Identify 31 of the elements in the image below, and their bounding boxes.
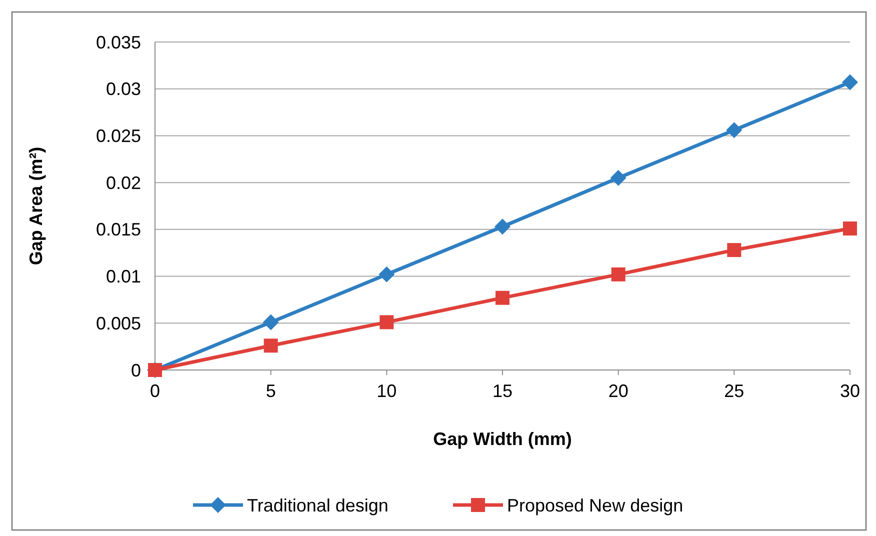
y-axis-title: Gap Area (m²) — [26, 146, 46, 266]
point — [262, 314, 279, 330]
y-tick-label: 0.005 — [96, 313, 141, 334]
x-tick-label: 15 — [492, 381, 513, 401]
point — [611, 267, 626, 282]
point — [726, 122, 742, 138]
point — [494, 218, 510, 235]
x-tick-label: 20 — [608, 381, 628, 401]
y-tick-label: 0.01 — [106, 266, 141, 287]
y-tick-label: 0.025 — [96, 126, 141, 146]
point — [496, 290, 510, 305]
legend-label: Traditional design — [247, 495, 388, 516]
y-tick-label: 0.03 — [106, 79, 141, 100]
point — [843, 221, 857, 236]
x-tick-label: 5 — [266, 381, 276, 401]
point — [380, 315, 394, 330]
y-tick-label: 0.035 — [96, 32, 141, 52]
x-tick-label: 25 — [724, 381, 744, 401]
point — [610, 170, 626, 186]
x-tick-label: 10 — [376, 381, 397, 401]
y-tick-label: 0.015 — [96, 220, 141, 240]
point — [727, 243, 742, 258]
x-axis-title: Gap Width (mm) — [433, 429, 572, 449]
point — [842, 74, 858, 90]
x-tick-label: 30 — [840, 381, 860, 401]
y-tick-label: 0.02 — [106, 172, 141, 193]
x-tick-label: 0 — [150, 381, 160, 401]
point — [264, 338, 278, 353]
y-tick-label: 0 — [130, 360, 141, 380]
legend-label: Proposed New design — [507, 495, 684, 516]
point — [378, 266, 395, 282]
